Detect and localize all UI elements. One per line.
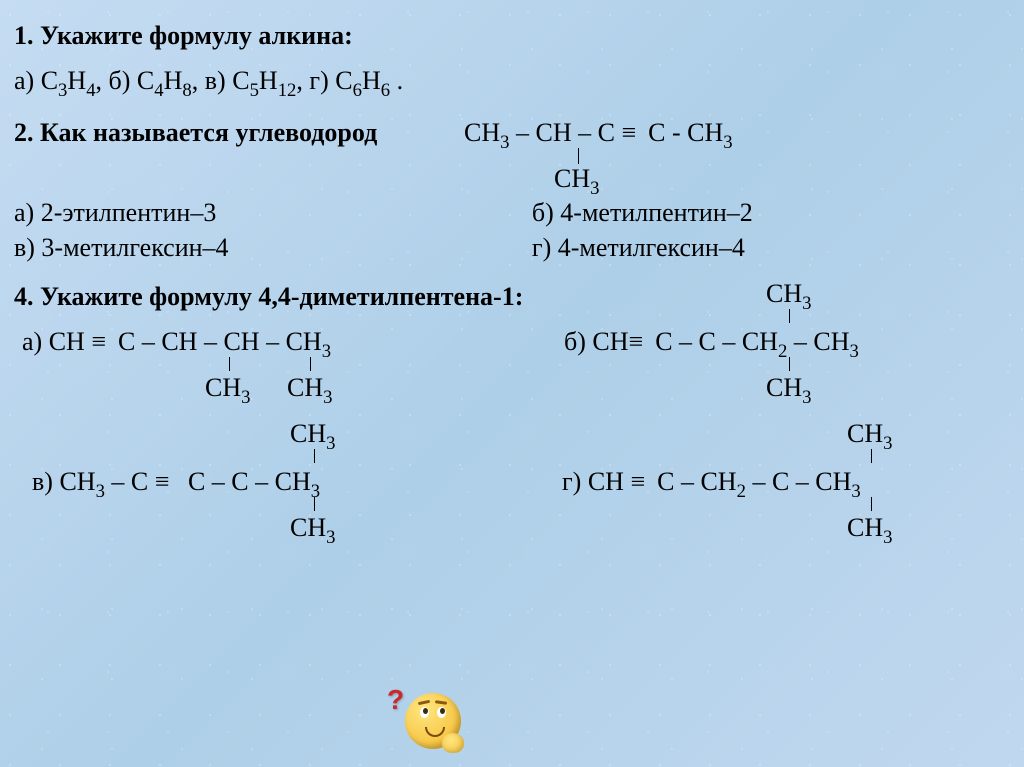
q2-answer-a: а) 2-этилпентин–3 bbox=[14, 195, 532, 230]
q4-g-bot: СН3 bbox=[847, 510, 892, 549]
q4-a-label: а) bbox=[22, 327, 49, 356]
q4-prompt: 4. Укажите формулу 4,4-диметилпентена-1: bbox=[14, 279, 1010, 314]
q2-answer-b: б) 4-метилпентин–2 bbox=[532, 195, 1010, 230]
bond-line bbox=[229, 357, 230, 371]
q2-block: 2. Как называется углеводород СН3 – СН –… bbox=[14, 115, 1010, 193]
q4-v-label: в) bbox=[32, 467, 59, 496]
q4-a-sub1: СН3 bbox=[205, 370, 250, 409]
q4-a-formula: СН ≡ С – СН – СН – СН3 bbox=[49, 327, 331, 356]
q4-option-a: а) СН ≡ С – СН – СН – СН3 СН3 СН3 bbox=[22, 324, 331, 363]
q4-b-label: б) bbox=[564, 327, 592, 356]
q2-answer-v: в) 3-метилгексин–4 bbox=[14, 230, 532, 265]
q2-substituent: СН3 bbox=[554, 161, 599, 200]
q4-v-formula: СН3 – С ≡ С – С – СН3 bbox=[59, 467, 320, 496]
q4-option-b: б) СН≡ С – С – СН2 – СН3 СН3 СН3 bbox=[564, 324, 859, 363]
q4-option-v: в) СН3 – С ≡ С – С – СН3 СН3 СН3 bbox=[32, 464, 320, 503]
q2-structure: СН3 – СН – С ≡ С - СН3 bbox=[464, 115, 733, 154]
bond-line bbox=[871, 497, 872, 511]
q4-b-top: СН3 bbox=[766, 276, 811, 315]
q4-b-formula: СН≡ С – С – СН2 – СН3 bbox=[592, 327, 858, 356]
q4-a-sub2: СН3 bbox=[287, 370, 332, 409]
q4-g-formula: СН ≡ С – СН2 – С – СН3 bbox=[588, 467, 861, 496]
q2-prompt: 2. Как называется углеводород bbox=[14, 118, 377, 147]
q2-answer-g: г) 4-метилгексин–4 bbox=[532, 230, 1010, 265]
q4-g-label: г) bbox=[562, 467, 588, 496]
q4-option-g: г) СН ≡ С – СН2 – С – СН3 СН3 СН3 bbox=[562, 464, 861, 503]
thinking-emoji: ? bbox=[405, 693, 467, 755]
q2-answers-row1: а) 2-этилпентин–3 б) 4-метилпентин–2 bbox=[14, 195, 1010, 230]
q2-answers-row2: в) 3-метилгексин–4 г) 4-метилгексин–4 bbox=[14, 230, 1010, 265]
bond-line bbox=[789, 357, 790, 371]
q4-v-bot: СН3 bbox=[290, 510, 335, 549]
bond-line bbox=[314, 497, 315, 511]
q4-g-top: СН3 bbox=[847, 416, 892, 455]
q4-b-bot: СН3 bbox=[766, 370, 811, 409]
emoji-face bbox=[405, 693, 461, 749]
q1-prompt: 1. Укажите формулу алкина: bbox=[14, 18, 1010, 53]
bond-line bbox=[310, 357, 311, 371]
question-mark-icon: ? bbox=[387, 681, 404, 719]
q4-v-top: СН3 bbox=[290, 416, 335, 455]
q4-structures: а) СН ≡ С – СН – СН – СН3 СН3 СН3 б) СН≡… bbox=[14, 324, 1010, 544]
q1-answers: а) С3Н4, б) С4Н8, в) С5Н12, г) С6Н6 . bbox=[14, 63, 1010, 102]
